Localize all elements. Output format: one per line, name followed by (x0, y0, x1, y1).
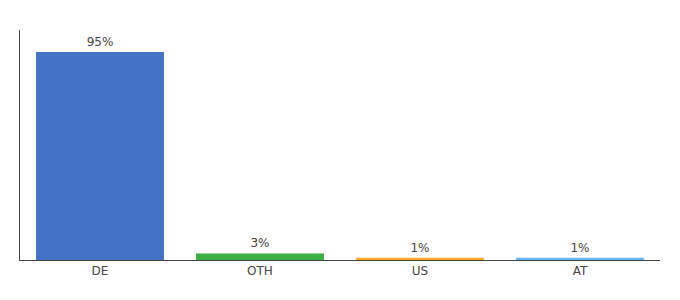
svg-text:AT: AT (573, 264, 588, 278)
svg-text:DE: DE (92, 264, 109, 278)
svg-text:95%: 95% (87, 35, 114, 49)
svg-text:OTH: OTH (247, 264, 273, 278)
svg-text:US: US (412, 264, 428, 278)
svg-text:1%: 1% (570, 241, 589, 255)
svg-text:3%: 3% (250, 236, 269, 250)
svg-text:1%: 1% (410, 241, 429, 255)
